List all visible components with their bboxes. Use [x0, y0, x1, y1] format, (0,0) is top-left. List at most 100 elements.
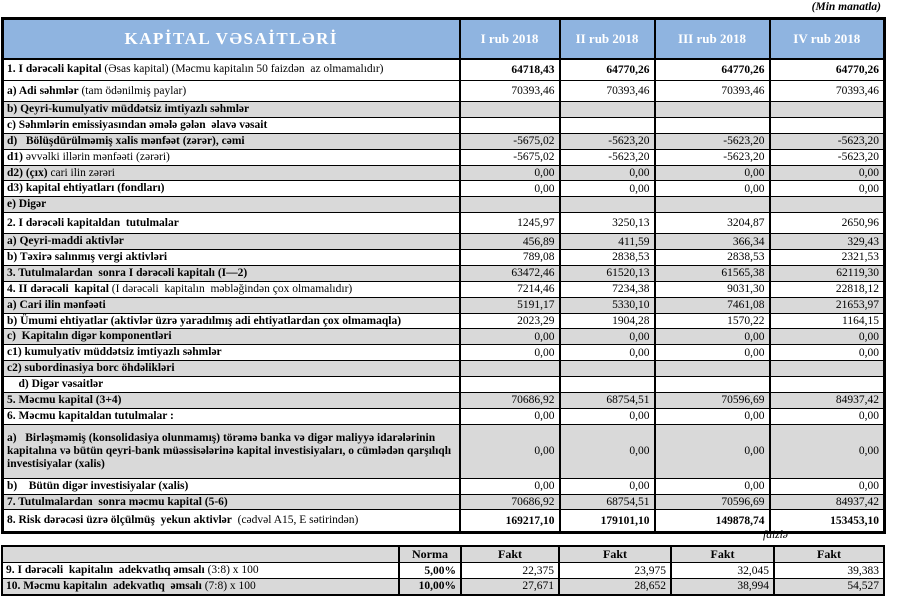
- value-cell: 61520,13: [558, 264, 656, 282]
- value-cell: 0,00: [653, 407, 771, 425]
- value-cell: 3250,13: [558, 212, 656, 235]
- row-label: 7. Tutulmalardan sonra məcmu kapital (5-…: [1, 493, 461, 511]
- value-cell: 68754,51: [558, 493, 656, 511]
- fakt-value-cell: 22,375: [460, 562, 560, 579]
- table-row: b) Təxirə salınmış vergi aktivləri 789,08…: [1, 249, 886, 266]
- row-label-bold: d2) (çıx): [7, 166, 48, 179]
- table-row: c) Kapitalın digər komponentləri 0,00 0,00…: [1, 328, 886, 346]
- row-label-bold: b) Qeyri-kumulyativ müddətsiz imtiyazlı …: [7, 103, 250, 115]
- row-label-regular: əvvəlki illərin mənfəəti (zərəri): [22, 150, 170, 163]
- value-cell: [768, 360, 886, 377]
- value-cell: 456,89: [458, 233, 561, 250]
- value-cell: 0,00: [558, 180, 656, 198]
- fakt-column-header-q3: Fakt: [670, 545, 775, 563]
- row-label: a) Birləşməmiş (konsolidasiya olunmamış)…: [1, 423, 461, 479]
- ratio-table-row: 9. I dərəcəli kapitalın adekvatlıq əmsal…: [1, 562, 885, 579]
- value-cell: 7234,38: [558, 280, 656, 298]
- value-cell: -5675,02: [458, 132, 561, 150]
- row-label: 5. Məcmu kapital (3+4): [1, 391, 461, 409]
- table-row: d) Digər vəsaitlər: [1, 376, 886, 393]
- unit-note: (Min manatla): [811, 1, 881, 13]
- table-row: a) Adi səhmlər (tam ödənilmiş paylar) 703…: [1, 80, 886, 102]
- value-cell: [558, 101, 656, 118]
- value-cell: 0,00: [558, 477, 656, 495]
- value-cell: 1570,22: [653, 312, 771, 330]
- row-label: b) Ümumi ehtiyatlar (aktivlər üzrə yarad…: [1, 312, 461, 330]
- value-cell: 70686,92: [458, 493, 561, 511]
- fakt-column-header-q1: Fakt: [460, 545, 560, 563]
- value-cell: [653, 101, 771, 118]
- value-cell: 64770,26: [558, 58, 656, 81]
- row-label: a) Qeyri-maddi aktivlər: [1, 233, 461, 250]
- value-cell: 0,00: [558, 407, 656, 425]
- fakt-value-cell: 23,975: [558, 562, 672, 579]
- row-label: b) Qeyri-kumulyativ müddətsiz imtiyazlı …: [1, 101, 461, 118]
- row-label: c1) kumulyativ müddətsiz imtiyazlı səhml…: [1, 344, 461, 362]
- fakt-column-header-q2: Fakt: [558, 545, 672, 563]
- fakt-column-header-q4: Fakt: [773, 545, 885, 563]
- value-cell: 0,00: [768, 477, 886, 495]
- row-label: 10. Məcmu kapitalın adekvatlıq əmsalı (7…: [1, 577, 400, 596]
- row-label: 1. I dərəcəli kapital (Əsas kapital) (Mə…: [1, 58, 461, 81]
- table-row: a) Cari ilin mənfəəti 5191,17 5330,10 7461,…: [1, 296, 886, 314]
- row-label-bold: 9. I dərəcəli kapitalın adekvatlıq əmsal…: [6, 564, 205, 577]
- row-label-bold: d3) kapital ehtiyatları (fondları): [7, 182, 165, 195]
- value-cell: [458, 196, 561, 214]
- value-cell: [653, 116, 771, 134]
- value-cell: 0,00: [768, 164, 886, 182]
- ratio-header-blank: [1, 545, 400, 563]
- table-row: c2) subordinasiya borc öhdəlikləri: [1, 360, 886, 377]
- row-label-bold: 5. Məcmu kapital (3+4): [7, 393, 122, 406]
- value-cell: 1904,28: [558, 312, 656, 330]
- value-cell: 1164,15: [768, 312, 886, 330]
- norma-value-cell: 5,00%: [398, 562, 462, 579]
- value-cell: 7214,46: [458, 280, 561, 298]
- value-cell: 68754,51: [558, 391, 656, 409]
- row-label: d1) əvvəlki illərin mənfəəti (zərəri): [1, 148, 461, 166]
- value-cell: 0,00: [653, 180, 771, 198]
- value-cell: 0,00: [458, 477, 561, 495]
- value-cell: 5330,10: [558, 296, 656, 314]
- table-row: c1) kumulyativ müddətsiz imtiyazlı səhml…: [1, 344, 886, 362]
- row-label: 9. I dərəcəli kapitalın adekvatlıq əmsal…: [1, 562, 400, 579]
- table-row: 1. I dərəcəli kapital (Əsas kapital) (Mə…: [1, 58, 886, 81]
- row-label: a) Cari ilin mənfəəti: [1, 296, 461, 314]
- value-cell: -5623,20: [558, 148, 656, 166]
- value-cell: 0,00: [768, 407, 886, 425]
- value-cell: 789,08: [458, 249, 561, 266]
- row-label-regular: (cədvəl A15, E sətirindən): [231, 514, 359, 527]
- value-cell: 0,00: [558, 328, 656, 346]
- value-cell: 0,00: [653, 344, 771, 362]
- value-cell: -5675,02: [458, 148, 561, 166]
- table-row: a) Birləşməmiş (konsolidasiya olunmamış)…: [1, 423, 886, 479]
- row-label: b) Bütün digər investisiyalar (xalis): [1, 477, 461, 495]
- row-label-bold: 8. Risk dərəcəsi üzrə ölçülmüş yekun akt…: [7, 514, 232, 527]
- table-row: 7. Tutulmalardan sonra məcmu kapital (5-…: [1, 493, 886, 511]
- row-label-bold: d) Bölüşdürülməmiş xalis mənfəət (zərər)…: [7, 134, 245, 147]
- table-row: c) Səhmlərin emissiyasından əmələ gələn …: [1, 116, 886, 134]
- value-cell: 2838,53: [653, 249, 771, 266]
- percent-note: faizlə: [763, 529, 788, 541]
- ratio-table-body: 9. I dərəcəli kapitalın adekvatlıq əmsal…: [1, 562, 885, 596]
- row-label: c) Kapitalın digər komponentləri: [1, 328, 461, 346]
- row-label-bold: a) Cari ilin mənfəəti: [7, 298, 106, 311]
- value-cell: 0,00: [458, 328, 561, 346]
- row-label: d2) (çıx) cari ilin zərəri: [1, 164, 461, 182]
- table-row: d2) (çıx) cari ilin zərəri 0,00 0,00 0,00 0,…: [1, 164, 886, 182]
- row-label-bold: d1): [7, 150, 23, 163]
- row-label-bold: c) Kapitalın digər komponentləri: [7, 330, 172, 343]
- capital-table-body: 1. I dərəcəli kapital (Əsas kapital) (Mə…: [1, 58, 886, 534]
- row-label-regular: (Əsas kapital) (Məcmu kapitalın 50 faizd…: [101, 63, 384, 76]
- value-cell: 64718,43: [458, 58, 561, 81]
- row-label-bold: 10. Məcmu kapitalın adekvatlıq əmsalı: [6, 580, 202, 592]
- adequacy-ratio-table: Norma Fakt Fakt Fakt Fakt 9. I dərəcəli …: [1, 545, 885, 596]
- ratio-table-header: Norma Fakt Fakt Fakt Fakt: [1, 545, 885, 563]
- value-cell: 21653,97: [768, 296, 886, 314]
- fakt-value-cell: 28,652: [558, 577, 672, 596]
- value-cell: 0,00: [458, 344, 561, 362]
- value-cell: 153453,10: [768, 509, 886, 534]
- value-cell: -5623,20: [768, 132, 886, 150]
- value-cell: 366,34: [653, 233, 771, 250]
- row-label-bold: 7. Tutulmalardan sonra məcmu kapital (5-…: [7, 495, 228, 508]
- column-header-q4: IV rub 2018: [768, 18, 886, 60]
